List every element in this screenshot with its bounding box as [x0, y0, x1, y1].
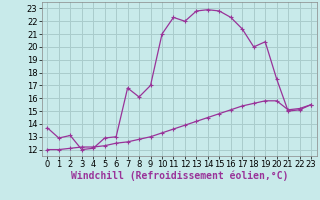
X-axis label: Windchill (Refroidissement éolien,°C): Windchill (Refroidissement éolien,°C) [70, 171, 288, 181]
